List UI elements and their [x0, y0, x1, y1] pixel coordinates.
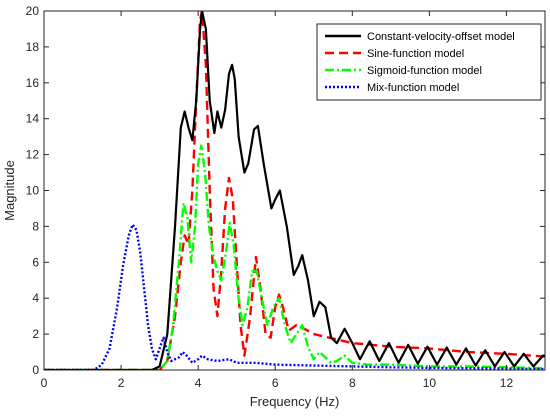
legend-label: Mix-function model — [367, 82, 459, 94]
y-tick-label: 2 — [32, 327, 39, 341]
series-line-4 — [44, 223, 545, 370]
y-tick-label: 6 — [32, 255, 39, 269]
x-tick-label: 4 — [195, 376, 202, 390]
series-line-3 — [44, 144, 545, 370]
x-tick-label: 8 — [349, 376, 356, 390]
x-tick-label: 2 — [118, 376, 125, 390]
y-tick-label: 10 — [26, 184, 40, 198]
y-tick-label: 20 — [26, 4, 40, 18]
series-line-1 — [44, 11, 545, 370]
y-tick-label: 4 — [32, 291, 39, 305]
x-tick-label: 12 — [500, 376, 514, 390]
y-tick-label: 16 — [26, 76, 40, 90]
x-axis-label: Frequency (Hz) — [250, 394, 340, 409]
x-tick-label: 6 — [272, 376, 279, 390]
y-axis-label: Magnitude — [2, 160, 17, 221]
y-tick-label: 14 — [26, 112, 40, 126]
y-tick-label: 8 — [32, 219, 39, 233]
x-tick-label: 0 — [41, 376, 48, 390]
axis-ticks: 0 2 4 6 8 10 12 0 2 4 6 8 10 12 14 16 18 20 — [26, 4, 545, 390]
legend: Constant-velocity-offset model Sine-funct… — [316, 23, 542, 101]
legend-label: Sigmoid-function model — [367, 65, 482, 77]
x-tick-label: 10 — [423, 376, 437, 390]
y-tick-label: 18 — [26, 40, 40, 54]
y-tick-label: 12 — [26, 148, 40, 162]
y-tick-label: 0 — [32, 363, 39, 377]
legend-label: Sine-function model — [367, 48, 464, 60]
legend-label: Constant-velocity-offset model — [367, 31, 515, 43]
